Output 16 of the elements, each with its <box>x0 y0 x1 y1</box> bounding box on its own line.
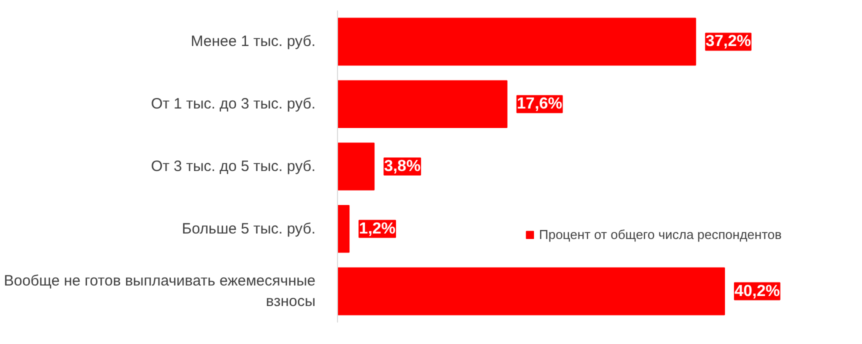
data-label: 17,6% <box>516 96 562 113</box>
y-tick-label: От 1 тыс. до 3 тыс. руб. <box>150 96 316 113</box>
bar <box>338 18 696 66</box>
y-tick-label: Больше 5 тыс. руб. <box>182 220 316 238</box>
bar <box>338 205 350 253</box>
y-tick-label: Вообще не готов выплачивать ежемесячные взносы <box>4 272 316 310</box>
data-label: 3,8% <box>384 158 421 175</box>
bar <box>338 80 508 128</box>
y-tick-label: Менее 1 тыс. руб. <box>190 33 316 50</box>
bar <box>338 142 375 190</box>
data-label: 1,2% <box>359 220 396 238</box>
legend-label: Процент от общего числа респондентов <box>539 227 782 242</box>
data-label: 40,2% <box>734 282 780 300</box>
y-tick-label: От 3 тыс. до 5 тыс. руб. <box>150 158 316 175</box>
bar <box>338 267 725 316</box>
data-label: 37,2% <box>706 33 751 50</box>
